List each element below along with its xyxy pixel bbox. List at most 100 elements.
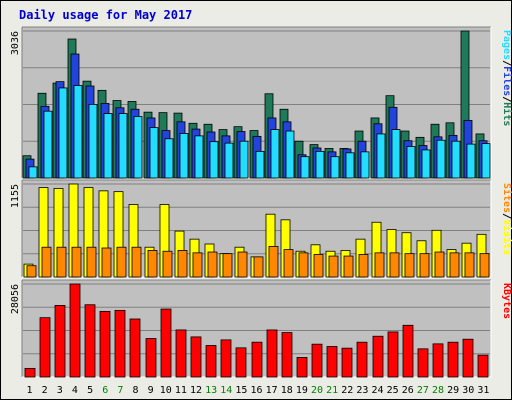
bar-sites-day-16 bbox=[253, 256, 264, 278]
legend: KBytes bbox=[501, 283, 512, 319]
x-tick-label-day-3: 3 bbox=[57, 385, 63, 396]
x-tick-label-day-15: 15 bbox=[235, 385, 247, 396]
legend-files: Files bbox=[501, 66, 512, 96]
bar-pages-day-17 bbox=[270, 129, 280, 179]
bar-sites-day-7 bbox=[116, 246, 127, 278]
x-tick-label-day-10: 10 bbox=[160, 385, 172, 396]
bar-sites-day-17 bbox=[268, 246, 279, 278]
bar-pages-day-10 bbox=[164, 138, 174, 179]
x-tick-label-day-21: 21 bbox=[326, 385, 338, 396]
x-tick-label-day-23: 23 bbox=[356, 385, 368, 396]
bar-sites-day-13 bbox=[207, 251, 218, 278]
x-tick-label-day-26: 26 bbox=[402, 385, 414, 396]
bar-kbytes-day-12 bbox=[190, 336, 202, 378]
bar-kbytes-day-8 bbox=[129, 318, 141, 378]
bar-kbytes-day-24 bbox=[372, 335, 384, 378]
bar-kbytes-day-9 bbox=[145, 338, 157, 378]
bar-pages-day-1 bbox=[28, 166, 38, 179]
x-tick-label-day-17: 17 bbox=[266, 385, 278, 396]
bar-sites-day-11 bbox=[177, 250, 188, 278]
bar-kbytes-day-21 bbox=[326, 346, 338, 378]
panel-visits-sites: 1155 Sites/Visits bbox=[10, 179, 512, 278]
bar-pages-day-11 bbox=[179, 133, 189, 179]
legend-hits: Hits bbox=[501, 102, 512, 126]
bar-pages-day-29 bbox=[451, 140, 461, 179]
bar-pages-day-8 bbox=[133, 116, 143, 179]
bar-sites-day-6 bbox=[101, 247, 112, 278]
x-tick-label-day-19: 19 bbox=[296, 385, 308, 396]
legend-kbytes: KBytes bbox=[501, 283, 512, 319]
x-tick-label-day-4: 4 bbox=[72, 385, 78, 396]
bar-sites-day-12 bbox=[192, 252, 203, 278]
bar-sites-day-25 bbox=[389, 252, 400, 278]
x-tick-label-day-28: 28 bbox=[432, 385, 444, 396]
x-tick-label-day-8: 8 bbox=[132, 385, 138, 396]
legend: Pages/Files/Hits bbox=[501, 30, 512, 126]
bar-pages-day-2 bbox=[43, 110, 53, 179]
x-tick-label-day-30: 30 bbox=[462, 385, 474, 396]
bar-pages-day-7 bbox=[118, 113, 128, 179]
bar-sites-day-4 bbox=[71, 246, 82, 278]
bar-sites-day-31 bbox=[479, 253, 490, 278]
bar-kbytes-day-28 bbox=[432, 343, 444, 378]
bar-pages-day-24 bbox=[376, 133, 386, 179]
bar-kbytes-day-27 bbox=[417, 348, 429, 378]
y-max-label: 1155 bbox=[10, 184, 21, 208]
x-tick-label-day-24: 24 bbox=[372, 385, 384, 396]
bar-kbytes-day-25 bbox=[387, 331, 399, 378]
bar-pages-day-21 bbox=[330, 156, 340, 179]
chart-title: Daily usage for May 2017 bbox=[19, 8, 192, 22]
x-tick-label-day-22: 22 bbox=[341, 385, 353, 396]
bar-sites-day-26 bbox=[404, 253, 415, 278]
bar-kbytes-day-6 bbox=[99, 310, 111, 378]
bar-sites-day-2 bbox=[41, 246, 52, 278]
bar-kbytes-day-10 bbox=[160, 308, 172, 378]
bar-kbytes-day-30 bbox=[462, 338, 474, 378]
bar-sites-day-14 bbox=[222, 253, 233, 278]
bar-kbytes-day-18 bbox=[281, 332, 293, 378]
bar-pages-day-5 bbox=[88, 104, 98, 179]
bar-kbytes-day-17 bbox=[266, 329, 278, 378]
bar-pages-day-20 bbox=[315, 150, 325, 179]
bar-sites-day-28 bbox=[434, 251, 445, 278]
bar-pages-day-22 bbox=[345, 152, 355, 179]
bar-kbytes-day-5 bbox=[84, 304, 96, 378]
bar-kbytes-day-22 bbox=[341, 347, 353, 378]
bar-pages-day-25 bbox=[391, 129, 401, 179]
bar-sites-day-5 bbox=[86, 246, 97, 278]
x-tick-label-day-27: 27 bbox=[417, 385, 429, 396]
x-tick-label-day-11: 11 bbox=[175, 385, 187, 396]
bar-sites-day-27 bbox=[419, 253, 430, 278]
bar-pages-day-26 bbox=[406, 146, 416, 179]
x-tick-label-day-13: 13 bbox=[205, 385, 217, 396]
bar-pages-day-18 bbox=[285, 130, 295, 179]
bar-sites-day-19 bbox=[298, 252, 309, 278]
legend-separator: / bbox=[501, 96, 512, 102]
bar-pages-day-6 bbox=[103, 113, 113, 179]
x-tick-label-day-14: 14 bbox=[220, 385, 232, 396]
bar-kbytes-day-7 bbox=[114, 309, 126, 378]
bar-pages-day-14 bbox=[224, 142, 234, 179]
x-tick-label-day-7: 7 bbox=[117, 385, 123, 396]
legend-pages: Pages bbox=[501, 30, 512, 60]
bar-pages-day-13 bbox=[209, 141, 219, 179]
bar-kbytes-day-14 bbox=[220, 339, 232, 378]
bar-sites-day-9 bbox=[147, 250, 158, 278]
bar-sites-day-21 bbox=[328, 255, 339, 278]
legend-separator: / bbox=[501, 60, 512, 66]
legend-separator: / bbox=[501, 213, 512, 219]
panel-kbytes: 28056 KBytes bbox=[10, 279, 512, 378]
legend-sites: Sites bbox=[501, 183, 512, 213]
bar-pages-day-4 bbox=[73, 85, 83, 179]
bar-kbytes-day-15 bbox=[235, 347, 247, 378]
bar-sites-day-24 bbox=[374, 252, 385, 278]
bar-sites-day-1 bbox=[26, 265, 37, 278]
bar-pages-day-19 bbox=[300, 156, 310, 179]
bar-sites-day-22 bbox=[343, 255, 354, 278]
bar-sites-day-20 bbox=[313, 254, 324, 278]
bar-kbytes-day-31 bbox=[477, 354, 489, 378]
x-tick-label-day-31: 31 bbox=[477, 385, 489, 396]
bar-pages-day-23 bbox=[360, 151, 370, 179]
bar-pages-day-27 bbox=[421, 149, 431, 179]
